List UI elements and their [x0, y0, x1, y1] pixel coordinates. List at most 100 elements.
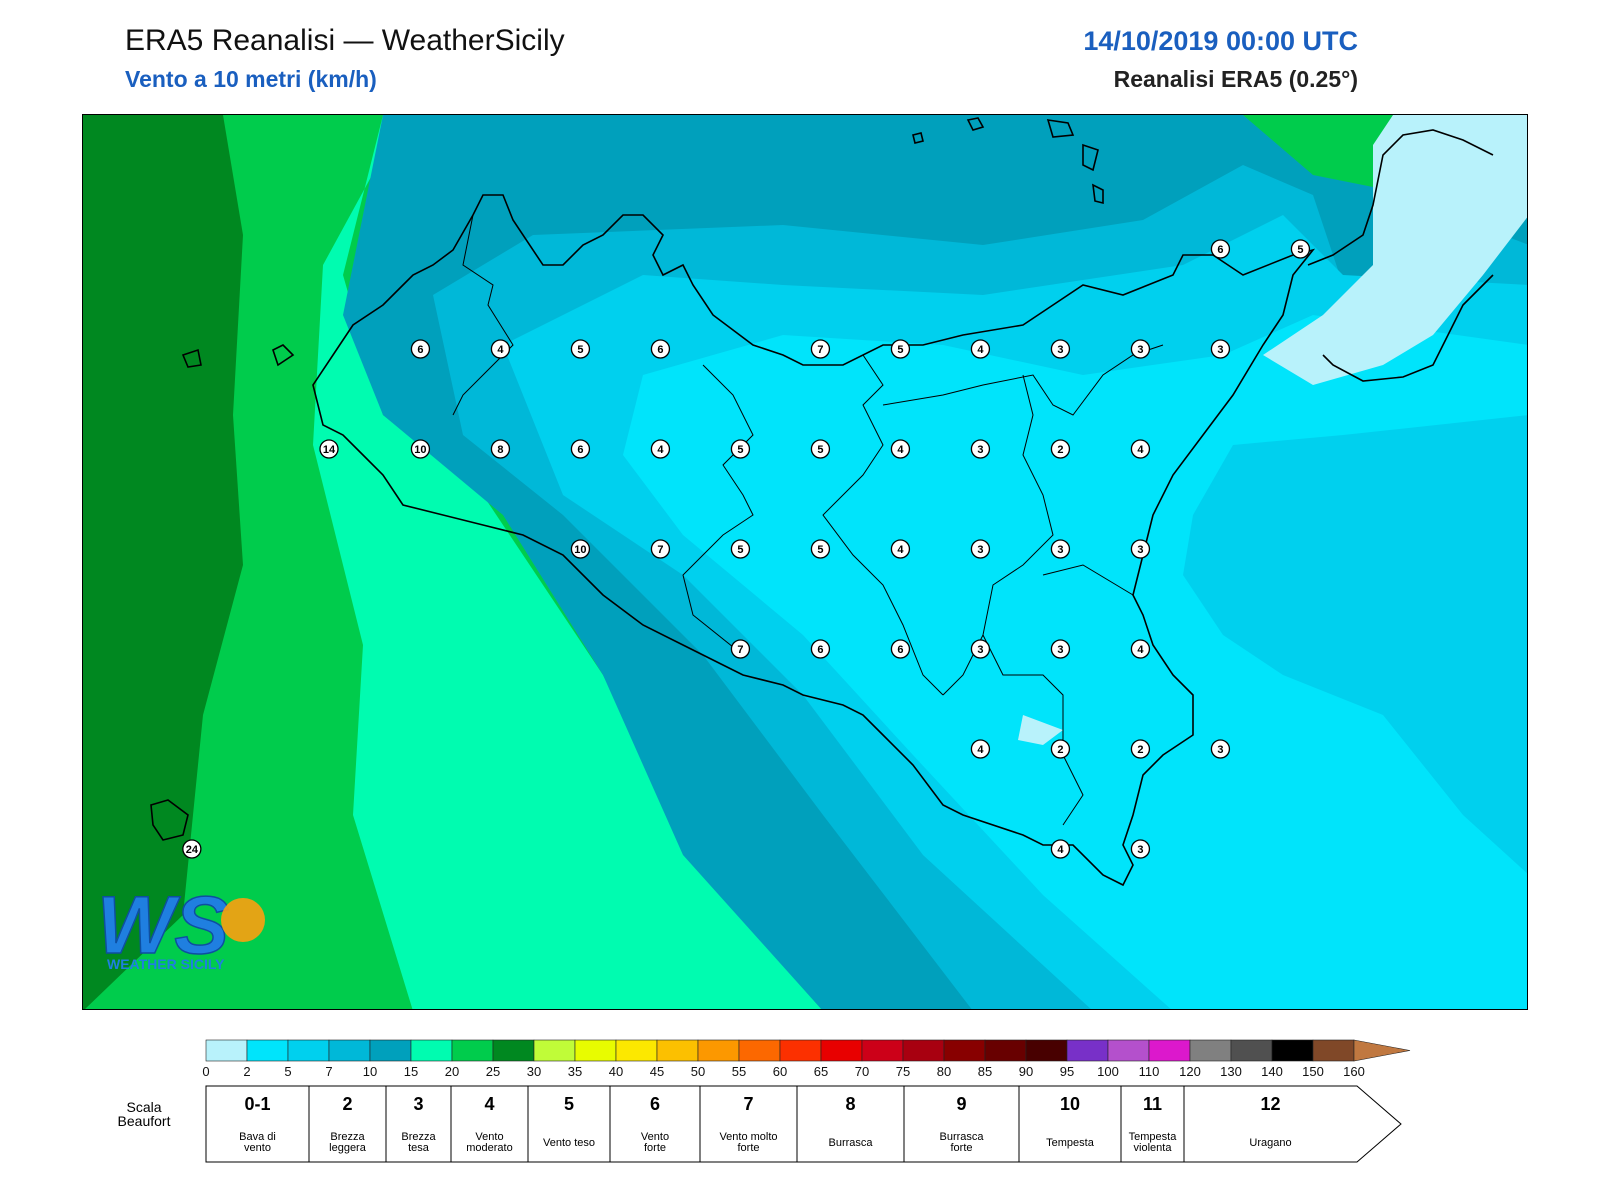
station-circle	[890, 639, 911, 659]
station-marker: 5	[810, 439, 831, 459]
station-circle	[1130, 439, 1151, 459]
color-scale-box	[1230, 1039, 1273, 1062]
wind-map: 14 6 4 5 6 7 5 4 3 3 3 6 5 10 8 6 4 5 5 4 3 2 4 10 7 5 5 4 3 3 3 7 6 6 3 3 4…	[82, 114, 1528, 1010]
station-circle	[1050, 339, 1071, 359]
band-0-2-south	[1018, 715, 1063, 745]
marettimo-island	[181, 348, 202, 368]
border-palermo-agrigento	[682, 364, 754, 656]
station-value: 2	[1137, 744, 1143, 756]
station-marker: 6	[650, 339, 671, 359]
band-10-15-north	[363, 115, 1223, 365]
beaufort-cell-box	[1018, 1085, 1122, 1163]
beaufort-desc: Burrasca	[828, 1137, 873, 1149]
station-marker: 4	[1130, 439, 1151, 459]
station-marker: 6	[410, 339, 431, 359]
station-circle	[810, 539, 831, 559]
station-value: 3	[1137, 844, 1143, 856]
color-scale-tick: 110	[1139, 1064, 1160, 1079]
beaufort-desc: Vento	[641, 1131, 669, 1143]
ustica-island	[912, 132, 924, 144]
alicudi-island	[966, 117, 985, 131]
color-scale-tick: 5	[284, 1064, 291, 1079]
station-circle	[1130, 339, 1151, 359]
station-value: 5	[897, 344, 903, 356]
color-scale-box	[574, 1039, 617, 1062]
station-marker: 3	[1210, 339, 1231, 359]
vulcano-island	[1092, 183, 1104, 205]
station-value: 4	[977, 744, 984, 756]
station-circle	[570, 339, 591, 359]
station-marker: 2	[1130, 739, 1151, 759]
beaufort-desc: vento	[244, 1142, 271, 1154]
station-marker: 5	[810, 539, 831, 559]
border-catania-siracusa	[1042, 564, 1134, 596]
color-scale-box	[451, 1039, 494, 1062]
sicily-outline	[312, 194, 1316, 887]
color-scale-tick: 55	[732, 1064, 746, 1079]
beaufort-desc: Vento molto	[719, 1131, 777, 1143]
station-marker: 6	[1210, 239, 1231, 259]
station-value: 3	[1137, 344, 1143, 356]
color-scale-tick: 2	[243, 1064, 250, 1079]
lipari-island	[1082, 143, 1099, 172]
station-circle	[1130, 839, 1151, 859]
data-source: Reanalisi ERA5 (0.25°)	[1113, 66, 1358, 92]
station-marker: 24	[182, 839, 202, 859]
station-marker: 4	[890, 439, 911, 459]
color-scale-tick: 95	[1060, 1064, 1074, 1079]
beaufort-number: 2	[342, 1094, 352, 1114]
weathersicily-logo: WS WEATHER SICILY	[96, 879, 265, 972]
beaufort-desc: Bava di	[239, 1131, 276, 1143]
color-scale-tick: 120	[1179, 1064, 1201, 1079]
station-marker: 2	[1050, 439, 1071, 459]
beaufort-cell: 5 Vento teso	[527, 1085, 611, 1163]
station-value: 10	[414, 444, 426, 456]
color-scale-tick: 45	[650, 1064, 664, 1079]
color-scale-tick: 30	[527, 1064, 541, 1079]
station-marker: 5	[730, 439, 751, 459]
station-circle	[1130, 539, 1151, 559]
color-scale-box	[1148, 1039, 1191, 1062]
station-value: 5	[737, 544, 743, 556]
station-marker: 3	[970, 439, 991, 459]
station-circle	[1130, 739, 1151, 759]
station-marker: 4	[970, 739, 991, 759]
color-scale-box	[1189, 1039, 1232, 1062]
beaufort-desc: Tempesta	[1046, 1137, 1095, 1149]
station-marker: 4	[1050, 839, 1071, 859]
beaufort-number: 11	[1143, 1094, 1162, 1114]
station-circle	[570, 539, 591, 559]
beaufort-desc: violenta	[1134, 1142, 1173, 1154]
border-enna-messina	[882, 344, 1164, 416]
beaufort-desc: leggera	[329, 1142, 367, 1154]
station-value: 4	[497, 344, 504, 356]
station-circle	[730, 539, 751, 559]
station-circle	[1290, 239, 1311, 259]
station-value: 4	[1137, 444, 1144, 456]
station-value: 4	[1057, 844, 1064, 856]
color-scale-tick: 20	[445, 1064, 459, 1079]
color-scale-boxes	[205, 1039, 1411, 1062]
station-value: 4	[1137, 644, 1144, 656]
station-circle	[810, 339, 831, 359]
color-scale-tick: 10	[363, 1064, 377, 1079]
beaufort-number: 5	[564, 1094, 574, 1114]
border-ragusa-siracusa	[982, 634, 1084, 826]
station-value: 4	[657, 444, 664, 456]
color-scale-tick: 0	[202, 1064, 209, 1079]
station-value: 6	[1217, 244, 1223, 256]
beaufort-number: 4	[484, 1094, 494, 1114]
beaufort-number: 6	[650, 1094, 660, 1114]
beaufort-cell-box	[1183, 1085, 1402, 1163]
station-value: 6	[657, 344, 663, 356]
color-scale-box	[328, 1039, 371, 1062]
station-marker: 7	[730, 639, 751, 659]
station-circle	[730, 439, 751, 459]
station-marker: 4	[1130, 639, 1151, 659]
color-scale-box	[1066, 1039, 1109, 1062]
station-circle	[970, 539, 991, 559]
color-scale-tick: 50	[691, 1064, 705, 1079]
station-marker: 5	[730, 539, 751, 559]
color-scale-tick: 80	[937, 1064, 951, 1079]
